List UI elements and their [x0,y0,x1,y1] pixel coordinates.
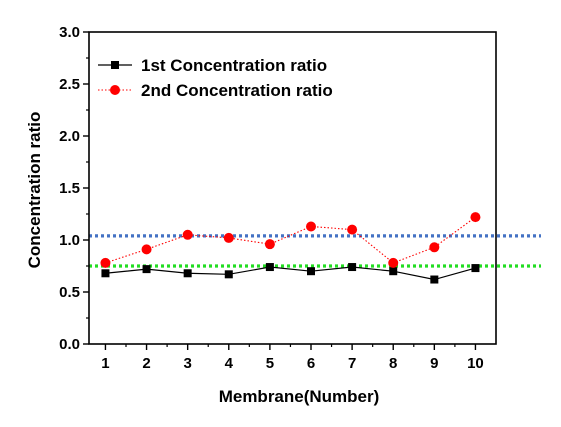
series-2-point [306,221,316,232]
series-2-point [388,257,399,268]
y-tick-label: 0.5 [59,284,80,301]
series-1-line [105,266,476,281]
series-2-point [347,224,358,235]
x-tick-label: 2 [142,355,150,372]
x-tick-label: 3 [183,355,191,372]
y-tick-label: 0.0 [59,336,80,353]
series-1-point [471,264,480,273]
x-tick-label: 8 [389,355,397,372]
legend-label-2: 2nd Concentration ratio [141,81,333,100]
series-2-point [100,257,111,268]
x-tick-label: 4 [225,355,234,372]
legend: 1st Concentration ratio 2nd Concentration… [98,56,333,100]
y-tick-label: 1.0 [59,232,80,249]
series-1-point [142,265,151,274]
series-1-point [307,267,315,276]
legend-marker-1 [111,61,119,69]
axes: 0.0 0.5 1.0 1.5 2.0 2.5 3.0 1 2 3 4 5 6 7 8 9 10 [59,24,497,372]
y-tick-label: 2.5 [59,76,80,93]
series-2-point [264,239,275,250]
y-tick-label: 2.0 [59,128,80,145]
series-2-point [182,229,193,240]
series-2-point [429,242,440,253]
series-1-point [389,267,398,276]
plot-frame [88,31,497,345]
y-axis-title: Concentration ratio [25,112,44,269]
legend-marker-2 [110,85,120,95]
series-2-point [470,212,481,223]
series-1-point [430,275,439,284]
series-2-line [105,216,476,264]
series-layer [100,212,481,284]
series-1-point [101,269,110,278]
x-tick-label: 1 [101,355,109,372]
x-tick-label: 5 [266,355,274,372]
y-tick-label: 3.0 [59,24,80,41]
x-tick-label: 9 [430,355,438,372]
y-tick-label: 1.5 [59,180,80,197]
x-tick-label: 10 [467,355,484,372]
series-2-point [223,232,234,243]
series-1-point [183,269,192,278]
series-2-point [141,244,152,255]
series-1-point [265,263,274,272]
x-tick-label: 6 [307,355,315,372]
x-axis-title: Membrane(Number) [219,387,380,406]
x-tick-label: 7 [348,355,356,372]
series-1-point [348,263,357,272]
legend-label-1: 1st Concentration ratio [141,56,327,75]
series-1-point [224,270,233,279]
reference-lines [89,234,541,268]
